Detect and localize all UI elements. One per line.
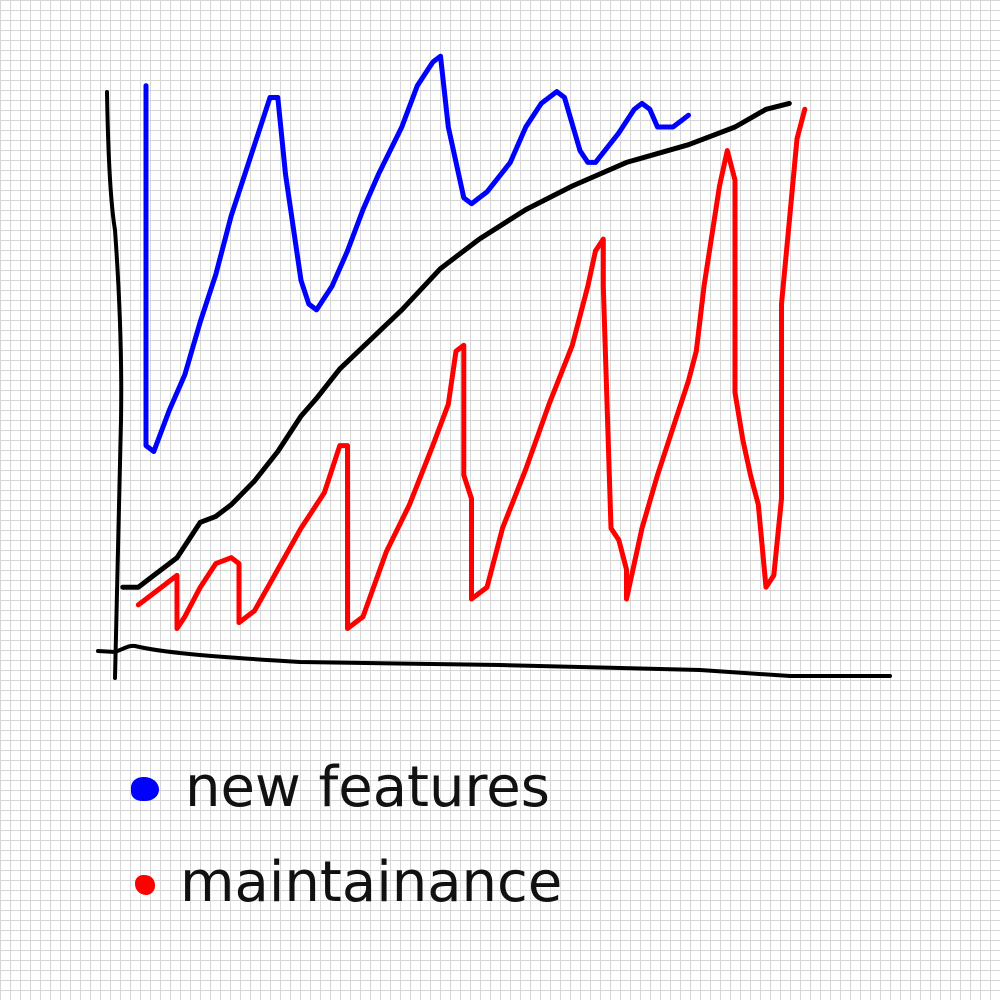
series-layer — [120, 53, 808, 631]
series-line-new-features — [143, 53, 691, 454]
legend-swatch-new-features — [131, 777, 159, 801]
x-axis-line — [96, 643, 892, 678]
series-line-trend — [120, 100, 792, 590]
legend-label-maintainance: maintainance — [180, 850, 563, 915]
series-line-maintainance — [135, 106, 808, 631]
chart — [96, 53, 892, 680]
y-axis-line — [105, 90, 124, 680]
legend-label-new-features: new features — [185, 755, 550, 820]
legend-swatch-maintainance — [135, 875, 155, 895]
axes — [96, 90, 892, 680]
